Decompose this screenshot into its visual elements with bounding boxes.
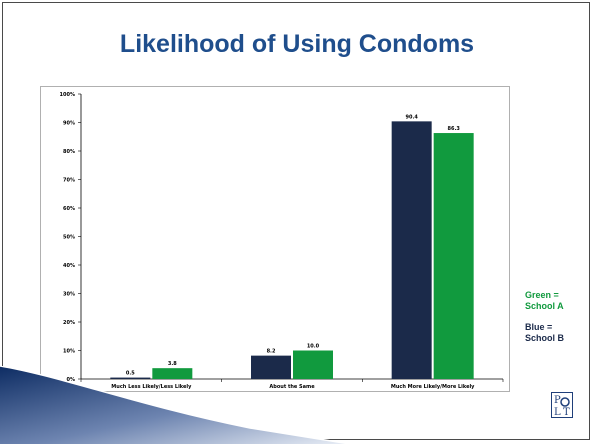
svg-text:L: L (554, 407, 561, 418)
x-tick-label: Much Less Likely/Less Likely (111, 384, 192, 390)
y-tick-label: 70% (63, 178, 75, 184)
bar (293, 350, 333, 379)
y-tick-label: 80% (63, 149, 75, 155)
legend-note-line: School A (525, 301, 564, 311)
data-label: 8.2 (267, 349, 276, 355)
data-label: 90.4 (405, 114, 418, 120)
bar (110, 377, 151, 379)
y-tick-label: 0% (67, 377, 76, 383)
slide-title: Likelihood of Using Condoms (119, 30, 475, 58)
decorative-swoosh (0, 366, 351, 444)
y-tick-label: 60% (63, 206, 75, 212)
y-tick-label: 100% (60, 92, 75, 98)
bar (391, 121, 432, 380)
bar (251, 355, 291, 379)
logo-icon: P L T (551, 392, 573, 418)
legend-note-line: School B (525, 333, 565, 343)
y-tick-label: 20% (63, 320, 75, 326)
data-label: 0.5 (126, 371, 135, 377)
svg-text:T: T (563, 407, 570, 418)
data-label: 3.8 (168, 361, 177, 367)
y-tick-label: 90% (63, 121, 75, 127)
y-tick-label: 50% (63, 235, 75, 241)
y-tick-label: 10% (63, 349, 75, 355)
bar (152, 368, 193, 379)
data-label: 10.0 (307, 344, 320, 350)
chart-panel: 0% 10% 20% 30% 40% 50% 60% 70% 80% 90% 100% Much Le… (40, 86, 510, 392)
svg-text:P: P (554, 395, 561, 406)
legend-notes: Green = School A Blue = School B (525, 290, 591, 354)
legend-note-line: Blue = (525, 322, 553, 332)
legend-note-school-a: Green = School A (525, 290, 591, 312)
legend-note-line: Green = (525, 290, 559, 300)
x-tick-label: About the Same (269, 384, 315, 390)
data-label: 86.3 (447, 126, 460, 132)
bar-chart: 0% 10% 20% 30% 40% 50% 60% 70% 80% 90% 100% Much Le… (60, 92, 504, 390)
y-tick-label: 40% (63, 263, 75, 269)
x-tick-label: Much More Likely/More Likely (391, 384, 475, 390)
legend-note-school-b: Blue = School B (525, 322, 591, 344)
y-tick-label: 30% (63, 292, 75, 298)
bar (433, 133, 474, 379)
